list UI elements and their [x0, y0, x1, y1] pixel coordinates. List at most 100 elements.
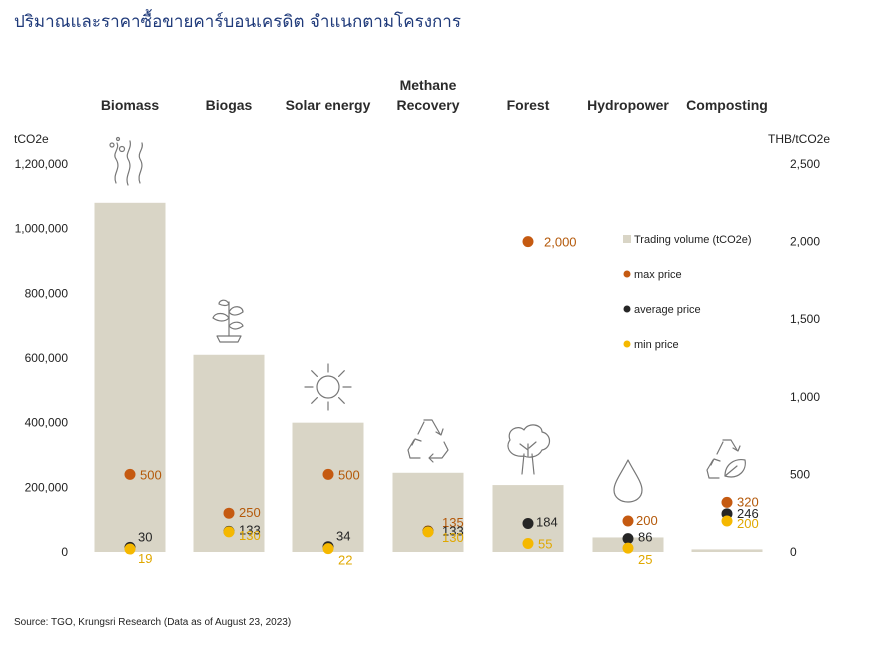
min-price-point [322, 543, 334, 555]
min-price-point [522, 537, 534, 549]
legend-volume-swatch [623, 235, 631, 243]
min-price-point [124, 543, 136, 555]
left-tick-label: 1,200,000 [15, 157, 69, 171]
icon-stroke [706, 459, 720, 479]
volume-bar [392, 472, 464, 552]
icon-stroke [118, 145, 126, 153]
right-axis-unit: THB/tCO2e [768, 132, 830, 146]
max-price-label: 200 [636, 513, 658, 528]
right-tick-label: 2,500 [790, 157, 820, 171]
left-axis-ticks: 0 200,000 400,000 600,000 800,000 1,000,000 1,… [15, 157, 69, 559]
icon-stroke [126, 140, 131, 186]
max-price-point [322, 468, 334, 480]
max-price-label: 2,000 [544, 235, 577, 250]
left-tick-label: 1,000,000 [15, 222, 69, 236]
max-price-point [721, 496, 733, 508]
legend-price-swatch [623, 340, 631, 348]
biogas-icon [212, 299, 244, 343]
water-drop-icon [613, 459, 643, 503]
icon-stroke [519, 441, 537, 457]
icon-stroke [311, 370, 318, 377]
legend-label: average price [634, 304, 701, 316]
icon-stroke [411, 438, 422, 446]
average-price-label: 133 [239, 522, 261, 537]
icon-stroke [722, 439, 738, 451]
min-price-label: 19 [138, 551, 152, 566]
left-axis-unit: tCO2e [14, 132, 49, 146]
max-price-label: 135 [442, 515, 464, 530]
legend-price-swatch [623, 270, 631, 278]
max-price-point [622, 515, 634, 527]
legend-price-swatch [623, 305, 631, 313]
max-price-label: 500 [338, 467, 360, 482]
category-label: Hydropower [587, 97, 669, 113]
max-price-label: 320 [737, 494, 759, 509]
legend-label: Trading volume (tCO2e) [634, 234, 752, 246]
legend-label: max price [634, 269, 682, 281]
icon-stroke [507, 424, 551, 458]
category-label: Biomass [101, 97, 160, 113]
icon-stroke [710, 458, 721, 466]
icon-stroke [311, 397, 318, 404]
min-price-label: 200 [737, 516, 759, 531]
average-price-label: 184 [536, 514, 558, 529]
tree-icon [507, 424, 551, 475]
icon-stroke [428, 453, 434, 463]
category-labels: Biomass Biogas Solar energy Methane Recovery… [101, 77, 768, 113]
icon-stroke [716, 441, 724, 455]
left-tick-label: 0 [61, 545, 68, 559]
icon-stroke [114, 142, 119, 184]
legend-label: min price [634, 339, 679, 351]
min-price-label: 22 [338, 553, 352, 568]
left-tick-label: 200,000 [25, 480, 69, 494]
average-price-label: 246 [737, 506, 759, 521]
max-price-point [223, 507, 235, 519]
min-price-label: 130 [239, 528, 261, 543]
average-price-label: 86 [638, 530, 652, 545]
right-tick-label: 1,500 [790, 312, 820, 326]
right-axis-ticks: 0 500 1,000 1,500 2,000 2,500 [790, 157, 820, 559]
left-tick-label: 600,000 [25, 351, 69, 365]
icon-stroke [407, 439, 421, 459]
max-price-label: 500 [140, 467, 162, 482]
min-price-point [223, 526, 235, 538]
icon-stroke [435, 428, 444, 436]
category-label: Recovery [396, 97, 459, 113]
compost-icon [706, 439, 746, 479]
icon-stroke [338, 370, 345, 377]
max-price-point [124, 468, 136, 480]
category-label: Forest [507, 97, 550, 113]
icon-stroke [423, 419, 441, 435]
volume-bars [94, 202, 763, 553]
min-price-label: 130 [442, 530, 464, 545]
min-price-point [422, 526, 434, 538]
left-tick-label: 800,000 [25, 286, 69, 300]
icon-stroke [212, 312, 230, 322]
max-price-label: 250 [239, 505, 261, 520]
volume-bar [94, 202, 166, 553]
category-label: Composting [686, 97, 768, 113]
volume-bar [292, 422, 364, 552]
icon-stroke [732, 445, 741, 452]
category-label: Solar energy [286, 97, 371, 113]
min-price-label: 55 [538, 536, 552, 551]
average-price-label: 133 [442, 523, 464, 538]
min-price-point [721, 515, 733, 527]
icon-stroke [218, 299, 230, 307]
min-price-label: 25 [638, 552, 652, 567]
icon-stroke [724, 459, 746, 478]
biomass-icon [109, 136, 143, 186]
icon-stroke [429, 441, 449, 459]
chart-title: ปริมาณและราคาซื้อขายคาร์บอนเครดิต จำแนกต… [14, 9, 461, 32]
volume-bar [691, 549, 763, 552]
icon-stroke [228, 321, 244, 330]
icon-stroke [109, 142, 115, 148]
icon-stroke [724, 465, 738, 477]
right-tick-label: 500 [790, 467, 810, 481]
category-label: Biogas [206, 97, 253, 113]
recycle-icon [407, 419, 449, 463]
icon-stroke [228, 306, 244, 316]
right-tick-label: 2,000 [790, 235, 820, 249]
category-icons [109, 136, 746, 503]
